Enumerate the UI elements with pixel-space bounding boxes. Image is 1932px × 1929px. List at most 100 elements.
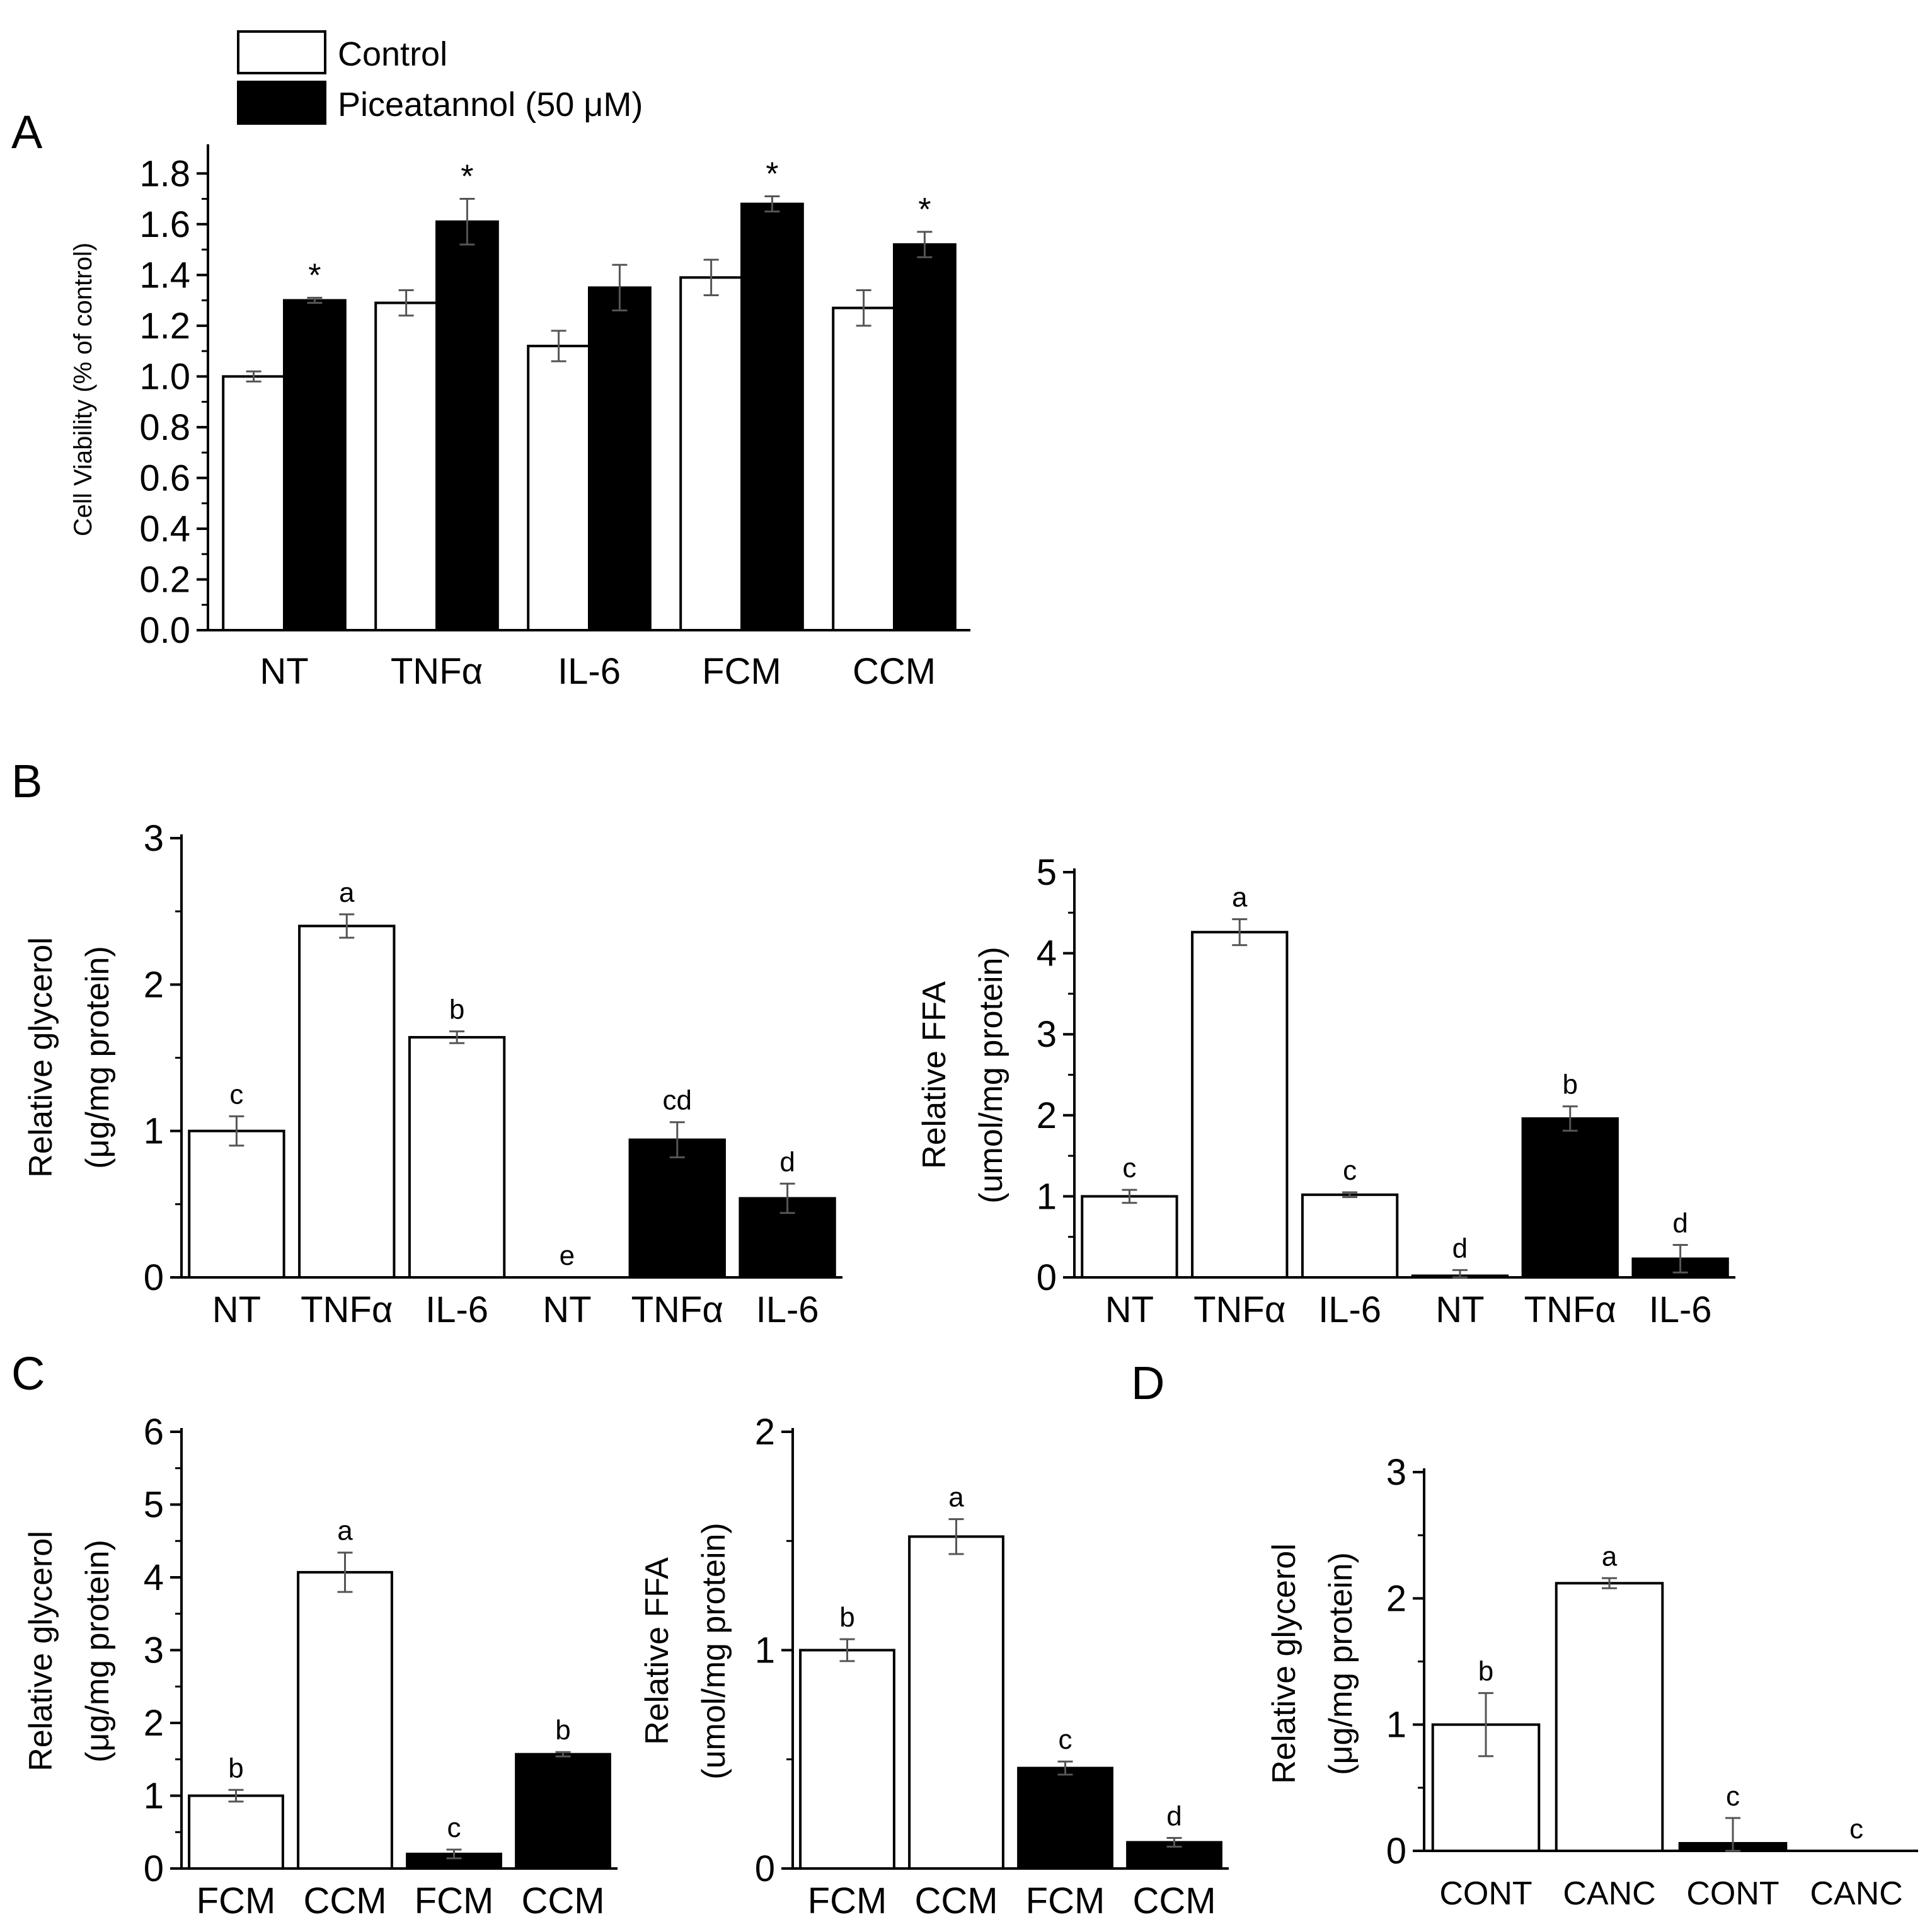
y-tick-label: 2: [1037, 1095, 1057, 1136]
x-category-label: FCM: [197, 1880, 276, 1921]
x-category-label: CCM: [521, 1880, 604, 1921]
bar: [222, 375, 286, 631]
bar: [283, 299, 347, 632]
bar: [1017, 1766, 1113, 1870]
y-tick-label: 1: [144, 1776, 164, 1817]
significance-letter: d: [1166, 1800, 1182, 1831]
bar: [1521, 1117, 1619, 1279]
y-tick-label: 3: [1037, 1014, 1057, 1055]
x-category-label: FCM: [1026, 1880, 1105, 1921]
x-category-label: CONT: [1439, 1875, 1532, 1912]
panel-label: B: [11, 755, 42, 807]
x-category-label: CANC: [1563, 1875, 1655, 1912]
significance-letter: cd: [663, 1085, 692, 1116]
significance-letter: d: [1452, 1233, 1468, 1264]
significance-star: *: [918, 192, 931, 228]
y-axis-title: Relative FFA: [639, 1557, 676, 1745]
legend: Control Piceatannol (50 μM): [237, 30, 643, 125]
significance-letter: c: [1726, 1781, 1740, 1812]
x-category-label: CCM: [853, 651, 936, 692]
bar: [515, 1753, 611, 1870]
y-tick-label: 4: [1037, 933, 1057, 974]
significance-letter: b: [1478, 1656, 1493, 1687]
significance-letter: b: [1563, 1069, 1578, 1100]
legend-swatch-control: [237, 30, 326, 74]
chart-b2: 0 1 2 3 4 5 Relative FFA (umol/mg protein) NT TNF…: [916, 852, 1735, 1330]
y-tick-label: 1: [144, 1111, 164, 1152]
significance-letter: c: [1343, 1155, 1357, 1186]
x-category-label: TNFα: [391, 651, 483, 692]
bar: [1555, 1582, 1664, 1852]
bar: [408, 1035, 506, 1279]
significance-star: *: [308, 258, 321, 294]
x-category-label: NT: [260, 651, 308, 692]
legend-label-control: Control: [338, 35, 447, 73]
x-category-label: CCM: [1132, 1880, 1216, 1921]
y-tick-label: 0: [144, 1257, 164, 1298]
bar: [588, 286, 652, 631]
y-tick-label: 3: [144, 1630, 164, 1671]
bar: [893, 243, 957, 631]
y-axis-title-units: (umol/mg protein): [973, 947, 1009, 1203]
bar: [188, 1129, 285, 1279]
bar: [908, 1535, 1004, 1870]
y-tick-label: 0: [144, 1848, 164, 1889]
y-tick-label: 1: [755, 1630, 775, 1671]
significance-letter: e: [560, 1240, 575, 1271]
y-tick-label: 2: [144, 1703, 164, 1744]
bar: [1191, 931, 1289, 1279]
charts-group: A 0.0 0.2 0.4 0.6 0.8 1.0 1.2 1.4 1.6 1.8 Cell Viab…: [11, 106, 1918, 1921]
y-tick-label: 5: [144, 1485, 164, 1526]
y-tick-label: 1: [1037, 1176, 1057, 1217]
significance-letter: c: [1059, 1724, 1072, 1755]
bar: [740, 202, 804, 632]
x-category-label: TNFα: [1524, 1289, 1616, 1330]
y-tick-label: 1.8: [139, 153, 190, 194]
y-axis-title-units: (μg/mg protein): [1323, 1552, 1359, 1775]
x-category-label: TNFα: [1193, 1289, 1285, 1330]
x-category-label: IL-6: [558, 651, 621, 692]
y-axis-title: Relative glycerol: [1266, 1543, 1302, 1784]
bar: [1081, 1195, 1178, 1279]
x-category-label: TNFα: [631, 1289, 723, 1330]
panel-label: C: [11, 1347, 45, 1400]
significance-letter: c: [229, 1079, 243, 1110]
x-category-label: IL-6: [425, 1289, 488, 1330]
y-tick-label: 5: [1037, 852, 1057, 893]
panel-label: A: [11, 106, 43, 158]
y-tick-label: 0: [1386, 1831, 1406, 1872]
y-tick-label: 1: [1386, 1705, 1406, 1746]
bar: [374, 301, 439, 631]
x-category-label: IL-6: [756, 1289, 819, 1330]
y-axis-title-units: (μg/mg protein): [79, 946, 116, 1169]
chart-c2: 0 1 2 Relative FFA (umol/mg protein) FCM CCM FC…: [639, 1412, 1229, 1921]
x-category-label: IL-6: [1318, 1289, 1381, 1330]
y-tick-label: 1.4: [139, 255, 190, 296]
y-axis-title: Relative glycerol: [23, 937, 59, 1178]
significance-letter: c: [1849, 1814, 1863, 1845]
chart-c1: C 0 1 2 3 4 5 6 Relative glycerol (μg/mg protein)…: [11, 1347, 618, 1921]
y-tick-label: 0: [1037, 1257, 1057, 1298]
significance-star: *: [766, 156, 778, 193]
x-category-label: TNFα: [301, 1289, 393, 1330]
y-tick-label: 3: [144, 818, 164, 859]
y-tick-label: 3: [1386, 1452, 1406, 1493]
significance-letter: a: [1602, 1541, 1618, 1572]
significance-letter: b: [449, 994, 464, 1025]
x-category-label: CANC: [1810, 1875, 1902, 1912]
chart-d: D 0 1 2 3 Relative glycerol (μg/mg protein) CON…: [1131, 1357, 1918, 1912]
x-category-label: FCM: [415, 1880, 494, 1921]
significance-letter: a: [1232, 882, 1248, 913]
bar: [1301, 1193, 1399, 1279]
x-category-label: CONT: [1686, 1875, 1779, 1912]
significance-letter: a: [339, 877, 355, 908]
x-category-label: FCM: [808, 1880, 887, 1921]
y-tick-label: 0.4: [139, 509, 190, 550]
bar: [297, 1570, 393, 1870]
x-category-label: FCM: [702, 651, 781, 692]
y-tick-label: 1.0: [139, 356, 190, 397]
y-axis-title: Relative glycerol: [23, 1531, 59, 1771]
x-category-label: NT: [212, 1289, 261, 1330]
legend-label-treated: Piceatannol (50 μM): [338, 86, 643, 124]
